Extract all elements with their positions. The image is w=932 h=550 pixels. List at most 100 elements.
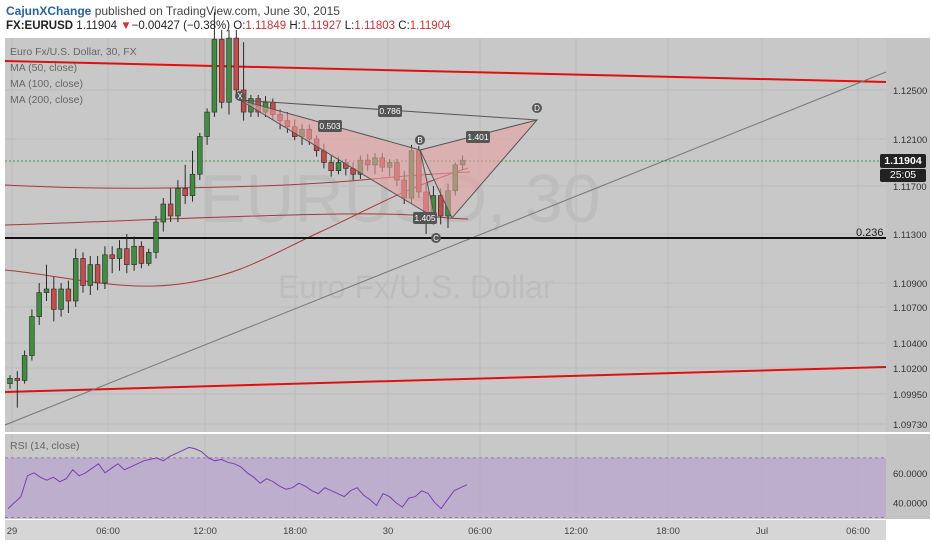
candle-body — [131, 245, 137, 265]
candle[interactable] — [58, 283, 64, 317]
support-trendline[interactable] — [4, 71, 887, 426]
candle[interactable] — [182, 164, 188, 204]
candle[interactable] — [51, 276, 57, 322]
last-price: 1.11904 — [76, 20, 118, 32]
ratio-badge — [318, 120, 342, 132]
candle[interactable] — [65, 280, 72, 313]
candle[interactable] — [124, 234, 130, 274]
pattern-point-c — [431, 233, 441, 243]
pattern-point-c-label: C — [433, 234, 439, 243]
pattern-point-b-label: B — [417, 136, 422, 145]
x-tick-label: 06:00 — [468, 526, 492, 537]
y-tick-label: 1.09730 — [893, 420, 927, 431]
candle[interactable] — [226, 29, 232, 115]
candle-body — [211, 39, 218, 113]
down-arrow-icon: ▼ — [120, 20, 132, 32]
ratio-r3-label: 1.401 — [467, 132, 489, 142]
x-tick-label: 29 — [7, 526, 18, 537]
candle[interactable] — [204, 108, 210, 145]
candle[interactable] — [189, 150, 196, 202]
y-tick-label: 1.10700 — [893, 303, 927, 314]
candle[interactable] — [153, 216, 159, 259]
candle-body — [80, 258, 86, 286]
candle[interactable] — [138, 241, 145, 269]
chart-title-legend[interactable]: Euro Fx/U.S. Dollar, 30, FX — [10, 46, 137, 58]
candle-body — [182, 188, 188, 196]
upper-trendline[interactable] — [4, 60, 887, 83]
candle[interactable] — [73, 248, 79, 307]
rsi-line[interactable] — [7, 446, 468, 510]
candle-body — [138, 245, 145, 264]
candle[interactable] — [328, 155, 334, 177]
y-tick-label: 1.12100 — [893, 135, 927, 146]
ma200-legend[interactable]: MA (200, close) — [10, 94, 83, 106]
low-value: 1.11803 — [354, 20, 396, 32]
candle[interactable] — [21, 350, 28, 384]
candle[interactable] — [160, 198, 166, 232]
candle-body — [226, 37, 232, 103]
pattern-point-d — [532, 103, 542, 113]
symbol-label: FX:EURUSD — [6, 20, 74, 32]
candle-body — [109, 254, 115, 259]
x-tick-label: 18:00 — [656, 526, 680, 537]
candle-body — [7, 378, 13, 384]
candle[interactable] — [14, 371, 20, 408]
candle[interactable] — [36, 283, 42, 325]
candle[interactable] — [7, 375, 13, 389]
time-axis[interactable] — [5, 520, 886, 540]
rsi-band — [5, 457, 886, 518]
candle-body — [29, 316, 35, 356]
x-tick-label: 12:00 — [564, 526, 588, 537]
y-tick-label: 1.09950 — [893, 390, 927, 401]
pattern-point-x — [235, 91, 245, 101]
rsi-tick-label: 40.0000 — [893, 499, 927, 510]
x-tick-label: Jul — [756, 526, 768, 537]
price-axis[interactable] — [886, 38, 930, 432]
candle[interactable] — [197, 132, 203, 181]
candle[interactable] — [109, 246, 115, 274]
candle[interactable] — [219, 29, 225, 109]
candle-body — [219, 39, 225, 103]
candle[interactable] — [211, 12, 218, 117]
candle-body — [153, 221, 159, 253]
candle[interactable] — [131, 236, 137, 271]
candle[interactable] — [80, 252, 86, 293]
y-tick-label: 1.10900 — [893, 279, 927, 290]
candle[interactable] — [29, 309, 35, 361]
author-name[interactable]: CajunXChange — [6, 4, 92, 18]
ratio-r1-label: 0.503 — [319, 121, 341, 131]
candle[interactable] — [102, 246, 108, 289]
lower-trendline[interactable] — [4, 366, 887, 393]
candle[interactable] — [175, 180, 181, 222]
candle[interactable] — [167, 188, 174, 222]
candle-body — [233, 37, 239, 91]
x-tick-label: 30 — [383, 526, 394, 537]
x-tick-label: 06:00 — [846, 526, 870, 537]
candle[interactable] — [146, 248, 152, 266]
candle[interactable] — [43, 264, 50, 301]
ma50-legend[interactable]: MA (50, close) — [10, 62, 78, 74]
candle-body — [73, 258, 79, 302]
ma50-line — [4, 167, 469, 287]
y-tick-label: 1.11300 — [893, 230, 927, 241]
candle-body — [21, 355, 28, 381]
ma100-legend[interactable]: MA (100, close) — [10, 78, 83, 90]
rsi-legend[interactable]: RSI (14, close) — [10, 440, 80, 452]
y-tick-label: 1.12500 — [893, 86, 927, 97]
candle-body — [65, 288, 72, 302]
candle[interactable] — [87, 256, 94, 295]
candle-body — [175, 188, 181, 217]
high-label: H: — [289, 20, 301, 32]
candle[interactable] — [116, 240, 123, 271]
candle[interactable] — [233, 29, 239, 97]
candle-body — [437, 195, 444, 217]
candle-body — [116, 248, 123, 259]
candle-body — [94, 264, 101, 284]
publisher-line: CajunXChange published on TradingView.co… — [6, 4, 340, 18]
x-tick-label: 06:00 — [96, 526, 120, 537]
candle[interactable] — [94, 256, 101, 291]
candle-body — [160, 203, 166, 223]
candle-body — [58, 288, 64, 310]
rsi-axis[interactable] — [886, 434, 930, 519]
